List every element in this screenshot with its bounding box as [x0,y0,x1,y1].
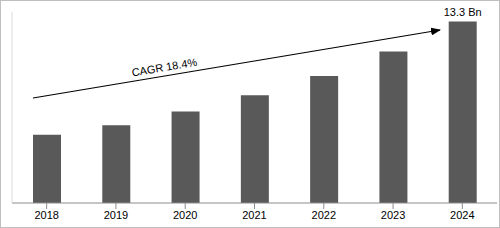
svg-text:2020: 2020 [173,209,197,221]
svg-text:CAGR 18.4%: CAGR 18.4% [131,56,198,79]
svg-text:13.3 Bn: 13.3 Bn [444,6,482,18]
svg-text:2021: 2021 [242,209,266,221]
svg-text:2018: 2018 [34,209,58,221]
svg-text:2023: 2023 [381,209,405,221]
svg-text:2019: 2019 [104,209,128,221]
svg-text:2024: 2024 [450,209,474,221]
svg-text:2022: 2022 [312,209,336,221]
